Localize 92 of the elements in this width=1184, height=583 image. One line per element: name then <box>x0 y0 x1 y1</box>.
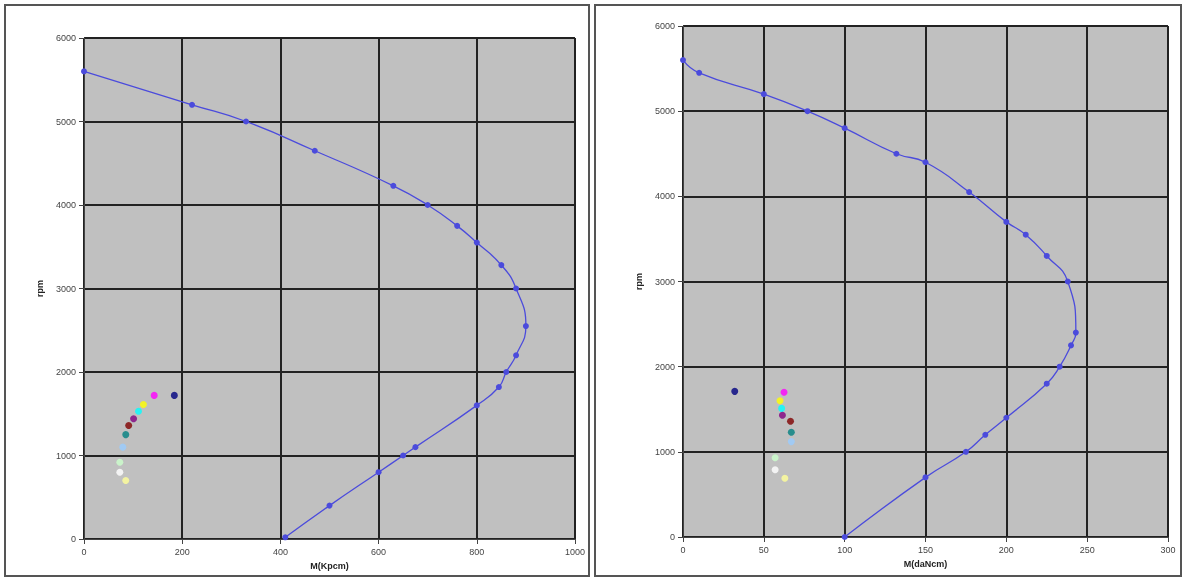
point <box>119 443 127 451</box>
point <box>454 222 461 229</box>
point <box>680 57 686 64</box>
point <box>189 101 196 108</box>
y-tick-label: 6000 <box>55 33 76 43</box>
point <box>326 502 333 509</box>
point <box>135 407 142 415</box>
point <box>1022 231 1029 238</box>
y-tick-label: 2000 <box>654 361 675 372</box>
point <box>787 417 795 425</box>
point <box>696 69 703 76</box>
y-tick-label: 0 <box>70 534 76 544</box>
point <box>116 458 124 466</box>
y-tick-label: 5000 <box>55 116 76 127</box>
point <box>130 415 138 423</box>
point <box>781 474 789 482</box>
y-tick-label: 3000 <box>654 276 675 287</box>
point <box>1003 414 1010 421</box>
y-tick-label: 3000 <box>55 283 76 294</box>
point <box>778 411 786 419</box>
point <box>473 239 480 246</box>
point <box>804 108 811 115</box>
y-tick-label: 2000 <box>55 367 76 377</box>
point <box>125 421 133 429</box>
point <box>498 262 505 269</box>
point <box>513 285 520 292</box>
x-tick-label: 100 <box>837 544 853 555</box>
x-tick-label: 200 <box>174 546 190 557</box>
y-tick-label: 6000 <box>654 21 675 31</box>
point <box>390 182 397 189</box>
point <box>1043 380 1050 387</box>
x-tick-label: 150 <box>917 544 934 555</box>
point <box>122 431 130 439</box>
x-tick-label: 400 <box>272 546 288 557</box>
x-tick-label: 800 <box>469 546 485 557</box>
x-axis-title: M(Kpcm) <box>310 560 349 571</box>
x-tick-label: 0 <box>81 546 87 557</box>
point <box>311 147 318 154</box>
point <box>400 452 407 459</box>
point <box>81 68 87 75</box>
point <box>522 323 529 330</box>
point <box>966 189 973 196</box>
point <box>495 384 502 391</box>
point <box>139 401 147 409</box>
point <box>780 388 788 396</box>
point <box>787 438 795 446</box>
point <box>841 125 848 132</box>
y-tick-label: 5000 <box>654 106 675 117</box>
x-tick-label: 50 <box>758 544 769 555</box>
y-tick-label: 1000 <box>654 446 675 457</box>
x-tick-label: 0 <box>680 544 686 555</box>
point <box>150 391 158 399</box>
point <box>731 387 739 395</box>
y-axis-title: rpm <box>34 279 45 298</box>
point <box>778 404 786 412</box>
x-axis-title: M(daNcm) <box>903 558 948 569</box>
point <box>116 468 124 476</box>
point <box>1056 363 1063 370</box>
point <box>776 397 784 405</box>
point <box>412 444 419 451</box>
point <box>1043 252 1050 259</box>
y-tick-label: 0 <box>669 532 675 542</box>
point <box>760 91 767 98</box>
point <box>503 369 510 375</box>
point <box>787 428 795 436</box>
y-tick-label: 1000 <box>55 450 76 461</box>
point <box>771 466 779 474</box>
x-tick-label: 300 <box>1160 544 1176 555</box>
point <box>282 534 289 541</box>
point <box>1064 278 1071 285</box>
point <box>170 391 178 399</box>
y-tick-label: 4000 <box>654 191 675 202</box>
x-tick-label: 600 <box>371 546 387 557</box>
point <box>1072 329 1079 336</box>
x-tick-label: 250 <box>1079 544 1095 555</box>
x-tick-label: 1000 <box>564 546 585 557</box>
point <box>375 469 382 476</box>
point <box>122 477 130 485</box>
point <box>1068 342 1074 349</box>
point <box>513 352 520 359</box>
point <box>243 118 250 125</box>
point <box>771 454 779 462</box>
point <box>1003 218 1010 225</box>
point <box>473 402 480 409</box>
point <box>893 150 900 157</box>
point <box>922 159 929 166</box>
point <box>962 448 969 455</box>
y-axis-title: rpm <box>633 272 644 291</box>
point <box>424 202 431 208</box>
point <box>982 431 989 438</box>
x-tick-label: 200 <box>998 544 1014 555</box>
y-tick-label: 4000 <box>55 200 76 210</box>
